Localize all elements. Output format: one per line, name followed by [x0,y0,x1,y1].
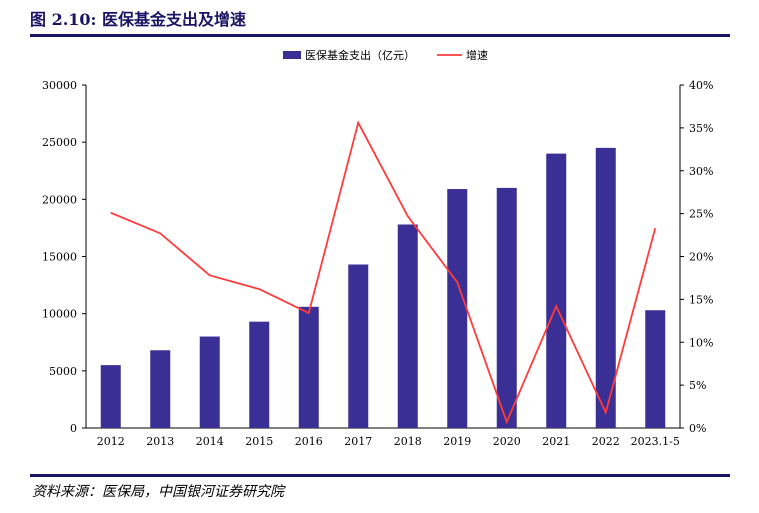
right-tick-label: 0% [689,422,706,435]
left-tick-label: 20000 [42,193,77,206]
right-tick-label: 15% [689,293,713,306]
x-tick-label: 2016 [295,435,323,448]
bar [150,350,171,428]
x-tick-label: 2022 [592,435,620,448]
right-tick-label: 30% [689,165,713,178]
x-tick-label: 2021 [542,435,570,448]
bar [298,306,319,428]
growth-line [110,120,657,425]
top-rule [30,34,730,37]
bar [397,224,418,428]
left-tick-label: 15000 [42,251,77,264]
bar [447,189,468,428]
x-tick-label: 2020 [493,435,521,448]
x-tick-label: 2018 [394,435,422,448]
x-tick-label: 2019 [443,435,471,448]
bar [645,310,666,428]
x-tick-label: 2017 [344,435,372,448]
bar [595,147,616,428]
bar [249,321,270,428]
legend-bar-label: 医保基金支出（亿元） [305,48,415,62]
x-tick-label: 2013 [146,435,174,448]
left-tick-label: 30000 [42,79,77,92]
bottom-rule [30,474,730,477]
left-tick-label: 5000 [49,365,77,378]
figure-title: 图 2.10: 医保基金支出及增速 [30,10,247,29]
x-tick-label: 2012 [97,435,125,448]
left-tick-label: 10000 [42,308,77,321]
bar [546,153,567,428]
x-tick-label: 2014 [196,435,224,448]
right-tick-label: 10% [689,336,713,349]
right-tick-label: 35% [689,122,713,135]
left-tick-label: 25000 [42,136,77,149]
right-tick-label: 25% [689,208,713,221]
right-tick-label: 5% [689,379,706,392]
right-tick-label: 20% [689,251,713,264]
bar [496,187,517,428]
source-note: 资料来源：医保局，中国银河证券研究院 [32,484,284,500]
bar [100,365,121,428]
left-tick-label: 0 [70,422,77,435]
legend-line-label: 增速 [466,48,488,62]
bar [348,264,369,428]
legend-bar-swatch [283,51,301,59]
right-tick-label: 40% [689,79,713,92]
x-tick-label: 2015 [245,435,273,448]
x-tick-label: 2023.1-5 [631,435,680,448]
bar [199,336,220,428]
